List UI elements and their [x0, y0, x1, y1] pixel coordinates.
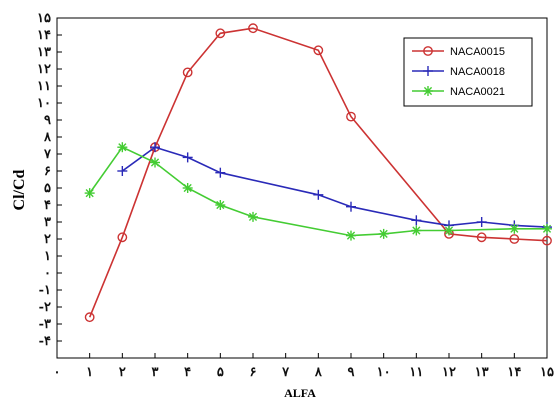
legend-item: NACA0015: [412, 46, 505, 58]
data-point-circle: [542, 235, 552, 246]
data-point-circle: [423, 46, 433, 56]
y-tick-label: ٠: [44, 266, 51, 281]
data-point-circle: [476, 232, 487, 243]
x-tick-label: ١۴: [507, 365, 521, 380]
x-tick-label: ٠: [54, 365, 61, 380]
x-tick-label: ٧: [281, 365, 290, 380]
data-point-plus: [313, 189, 324, 200]
data-point-asterisk: [378, 228, 389, 239]
x-tick-label: ١٠: [377, 365, 391, 380]
data-point-circle: [215, 28, 226, 39]
data-point-plus: [411, 215, 422, 226]
y-tick-label: ۶: [44, 164, 51, 179]
y-tick-label: ١٢: [37, 62, 51, 77]
y-tick-label: ١٠: [37, 96, 51, 111]
data-point-plus: [182, 152, 193, 163]
legend-label: NACA0018: [450, 66, 505, 78]
data-point-asterisk: [248, 211, 258, 222]
x-tick-label: ٩: [348, 365, 355, 380]
data-point-plus: [423, 66, 433, 76]
x-tick-label: ١٢: [442, 365, 456, 380]
series-line: [88, 27, 548, 318]
legend-item: NACA0018: [412, 66, 505, 78]
y-tick-label: ١١: [37, 79, 51, 94]
data-point-circle: [84, 312, 95, 323]
x-tick-label: ٢: [119, 365, 126, 380]
legend-item: NACA0021: [412, 86, 505, 98]
x-tick-label: ٨: [314, 365, 323, 380]
y-tick-label: ١۴: [37, 28, 51, 43]
data-point-asterisk: [182, 183, 193, 193]
y-tick-label: ٢: [44, 232, 51, 247]
legend-box: [403, 37, 533, 107]
x-axis-title: ALFA: [284, 386, 316, 400]
series-naca0021: [84, 142, 552, 241]
data-point-plus: [117, 166, 128, 176]
y-tick-label: ١: [44, 249, 51, 264]
y-tick-label: ۵: [44, 181, 51, 196]
data-point-asterisk: [117, 142, 128, 153]
x-tick-label: ۴: [184, 365, 191, 380]
y-tick-label: ٣: [44, 215, 51, 230]
data-point-circle: [509, 234, 520, 244]
y-tick-label: -۴: [39, 334, 51, 349]
data-point-circle: [346, 111, 356, 122]
data-point-asterisk: [150, 157, 160, 168]
x-tick-label: ١٣: [475, 365, 489, 380]
y-tick-label: ۴: [44, 198, 51, 213]
y-tick-label: -٢: [39, 300, 51, 315]
data-point-circle: [313, 45, 324, 56]
x-axis-ticks: ٠ ١ ٢ ٣ ۴ ۵ ۶ ٧ ٨ ٩ ١٠ ١١ ١٢ ١٣ ١۴ ١۵: [54, 353, 554, 380]
data-point-asterisk: [411, 225, 422, 236]
legend-label: NACA0021: [450, 86, 505, 98]
legend-label: NACA0015: [450, 46, 505, 58]
data-point-asterisk: [215, 200, 226, 210]
x-tick-label: ٣: [152, 365, 159, 380]
series-naca0015: [84, 23, 552, 323]
x-tick-label: ۶: [250, 365, 257, 380]
legend: NACA0015 NACA0018 NACA0021: [403, 37, 533, 107]
data-point-asterisk: [84, 188, 95, 199]
y-tick-label: -١: [39, 283, 51, 298]
data-point-circle: [182, 67, 193, 78]
data-point-asterisk: [509, 223, 520, 234]
series-line: [89, 146, 547, 237]
data-point-asterisk: [444, 225, 454, 236]
x-tick-label: ١۵: [540, 365, 554, 380]
x-tick-label: ١: [86, 365, 93, 380]
y-tick-label: ١۵: [37, 11, 51, 26]
data-point-plus: [215, 167, 226, 178]
data-point-plus: [476, 217, 487, 227]
data-point-plus: [150, 142, 160, 153]
data-point-plus: [346, 201, 356, 212]
x-tick-label: ۵: [217, 365, 224, 380]
x-tick-label: ١١: [409, 365, 423, 380]
y-tick-label: ٧: [43, 147, 52, 162]
data-point-circle: [248, 23, 258, 34]
y-tick-label: ٨: [43, 130, 52, 145]
series-layer: [84, 23, 552, 323]
y-tick-label: ١٣: [37, 45, 51, 60]
data-point-asterisk: [346, 230, 356, 241]
y-tick-label: ٩: [44, 113, 51, 128]
series-naca0018: [117, 142, 552, 233]
y-tick-label: -٣: [39, 317, 51, 332]
data-point-asterisk: [542, 223, 552, 234]
data-point-circle: [117, 232, 128, 243]
data-point-asterisk: [423, 86, 433, 96]
y-axis-title: Cl/Cd: [11, 169, 28, 210]
